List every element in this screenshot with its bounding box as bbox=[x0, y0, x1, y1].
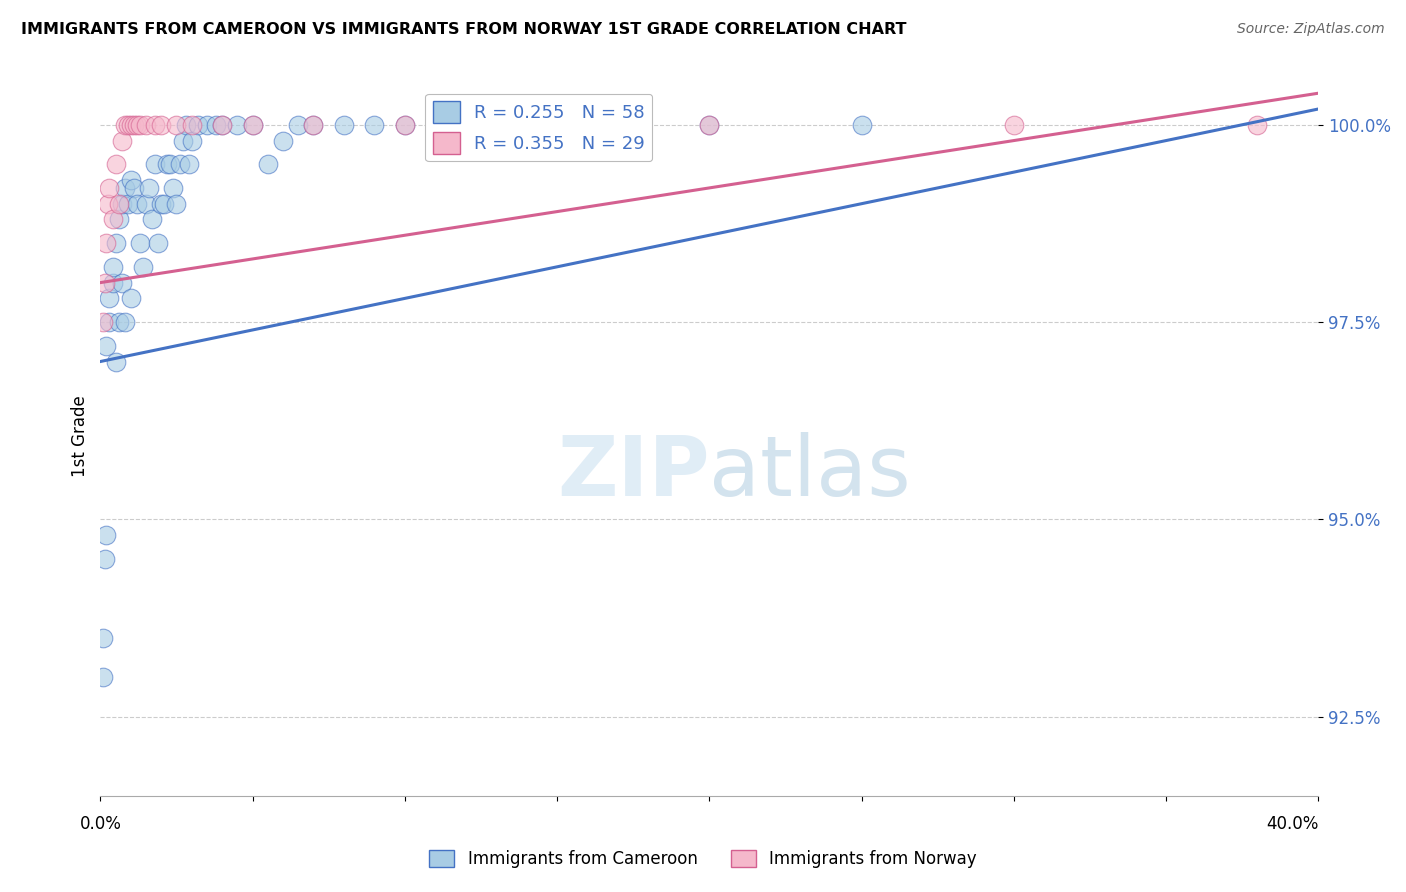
Point bbox=[287, 118, 309, 132]
Point bbox=[166, 196, 188, 211]
Point bbox=[114, 118, 136, 132]
Point bbox=[94, 276, 117, 290]
Point bbox=[104, 236, 127, 251]
Point bbox=[132, 260, 155, 274]
Point bbox=[271, 134, 294, 148]
Point bbox=[851, 118, 873, 132]
Point bbox=[148, 236, 170, 251]
Point bbox=[516, 118, 538, 132]
Point bbox=[117, 118, 139, 132]
Point bbox=[162, 181, 184, 195]
Point bbox=[97, 196, 120, 211]
Text: atlas: atlas bbox=[709, 432, 911, 513]
Text: IMMIGRANTS FROM CAMEROON VS IMMIGRANTS FROM NORWAY 1ST GRADE CORRELATION CHART: IMMIGRANTS FROM CAMEROON VS IMMIGRANTS F… bbox=[21, 22, 907, 37]
Point bbox=[211, 118, 233, 132]
Point bbox=[150, 196, 173, 211]
Point bbox=[125, 196, 148, 211]
Point bbox=[96, 339, 118, 353]
Text: ZIP: ZIP bbox=[557, 432, 709, 513]
Point bbox=[394, 118, 416, 132]
Point bbox=[394, 118, 416, 132]
Point bbox=[256, 157, 278, 171]
Point bbox=[333, 118, 356, 132]
Point bbox=[107, 212, 129, 227]
Point bbox=[96, 528, 118, 542]
Point bbox=[205, 118, 228, 132]
Point bbox=[135, 196, 157, 211]
Point bbox=[363, 118, 385, 132]
Point bbox=[1002, 118, 1025, 132]
Point bbox=[111, 134, 134, 148]
Point bbox=[96, 236, 118, 251]
Point bbox=[211, 118, 233, 132]
Point bbox=[114, 181, 136, 195]
Point bbox=[117, 196, 139, 211]
Point bbox=[180, 118, 202, 132]
Point bbox=[104, 354, 127, 368]
Point bbox=[107, 196, 129, 211]
Legend: R = 0.255   N = 58, R = 0.355   N = 29: R = 0.255 N = 58, R = 0.355 N = 29 bbox=[426, 94, 652, 161]
Point bbox=[1246, 118, 1268, 132]
Point bbox=[93, 631, 115, 645]
Text: Source: ZipAtlas.com: Source: ZipAtlas.com bbox=[1237, 22, 1385, 37]
Point bbox=[242, 118, 264, 132]
Point bbox=[576, 118, 599, 132]
Point bbox=[302, 118, 325, 132]
Point bbox=[697, 118, 720, 132]
Point bbox=[135, 118, 157, 132]
Point bbox=[98, 181, 121, 195]
Point bbox=[143, 118, 166, 132]
Point bbox=[697, 118, 720, 132]
Point bbox=[156, 157, 179, 171]
Point bbox=[120, 118, 142, 132]
Point bbox=[143, 157, 166, 171]
Text: 0.0%: 0.0% bbox=[79, 815, 121, 833]
Point bbox=[122, 118, 145, 132]
Point bbox=[195, 118, 218, 132]
Point bbox=[101, 260, 124, 274]
Point bbox=[107, 315, 129, 329]
Point bbox=[111, 196, 134, 211]
Point bbox=[93, 670, 115, 684]
Point bbox=[141, 212, 163, 227]
Point bbox=[242, 118, 264, 132]
Point bbox=[98, 292, 121, 306]
Point bbox=[129, 236, 152, 251]
Text: 40.0%: 40.0% bbox=[1265, 815, 1319, 833]
Legend: Immigrants from Cameroon, Immigrants from Norway: Immigrants from Cameroon, Immigrants fro… bbox=[423, 843, 983, 875]
Point bbox=[187, 118, 209, 132]
Point bbox=[174, 118, 197, 132]
Point bbox=[93, 315, 115, 329]
Point bbox=[114, 315, 136, 329]
Point bbox=[125, 118, 148, 132]
Point bbox=[177, 157, 200, 171]
Y-axis label: 1st Grade: 1st Grade bbox=[72, 396, 89, 477]
Point bbox=[302, 118, 325, 132]
Point bbox=[169, 157, 191, 171]
Point bbox=[98, 315, 121, 329]
Point bbox=[101, 212, 124, 227]
Point bbox=[104, 157, 127, 171]
Point bbox=[122, 181, 145, 195]
Point bbox=[120, 173, 142, 187]
Point bbox=[138, 181, 160, 195]
Point bbox=[120, 292, 142, 306]
Point bbox=[485, 118, 508, 132]
Point bbox=[226, 118, 249, 132]
Point bbox=[129, 118, 152, 132]
Point bbox=[166, 118, 188, 132]
Point bbox=[546, 118, 568, 132]
Point bbox=[150, 118, 173, 132]
Point bbox=[180, 134, 202, 148]
Point bbox=[172, 134, 194, 148]
Point bbox=[101, 276, 124, 290]
Point bbox=[111, 276, 134, 290]
Point bbox=[153, 196, 176, 211]
Point bbox=[94, 551, 117, 566]
Point bbox=[454, 118, 477, 132]
Point bbox=[159, 157, 181, 171]
